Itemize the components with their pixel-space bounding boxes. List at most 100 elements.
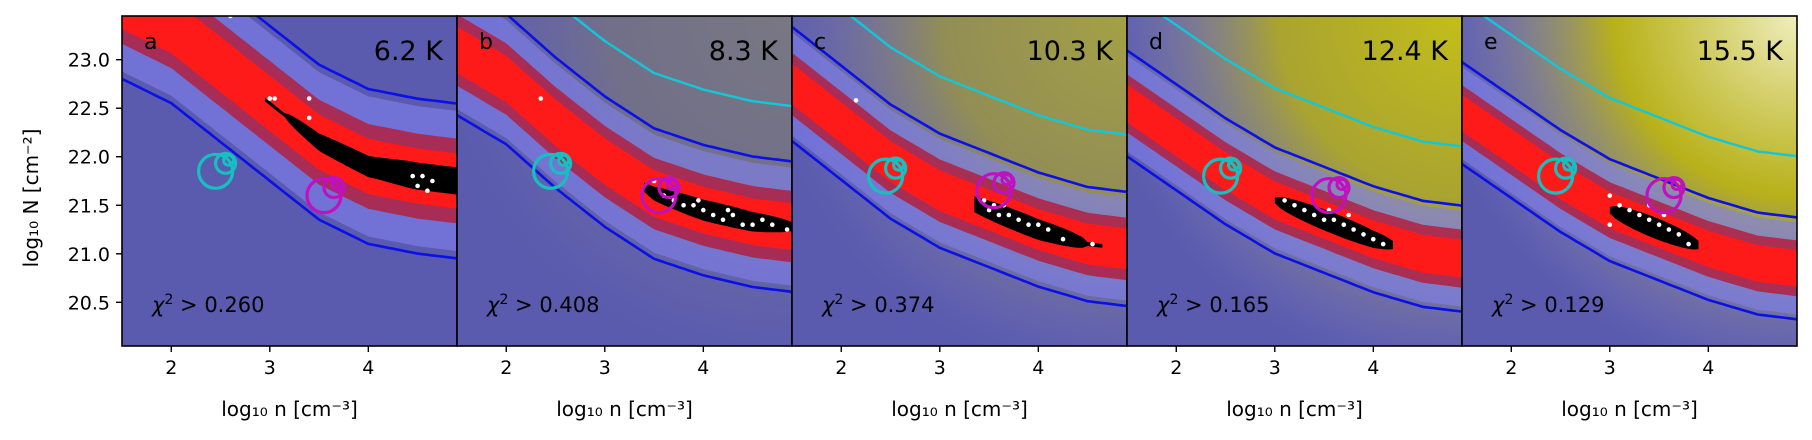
bright-red-band <box>1127 84 1462 278</box>
x-axis-label: log₁₀ n [cm⁻³] <box>221 397 358 421</box>
minimum-region <box>1609 206 1699 250</box>
sample-point <box>730 212 736 218</box>
sample-point <box>272 96 278 101</box>
y-tick-label: 21.0 <box>68 244 110 266</box>
sample-point <box>1090 241 1095 247</box>
magenta-marker <box>1670 178 1684 192</box>
magenta-marker <box>1335 178 1349 192</box>
cyan-marker <box>1554 156 1578 180</box>
magenta-marker <box>657 175 681 200</box>
sample-point <box>853 98 859 103</box>
cyan-marker <box>1227 158 1241 172</box>
magenta-marker <box>1000 173 1014 187</box>
x-tick-label: 3 <box>599 357 611 379</box>
y-axis-label: log₁₀ N [cm⁻²] <box>19 129 43 268</box>
sample-point <box>1026 222 1031 227</box>
temperature-label: 15.5 K <box>1697 36 1785 67</box>
x-tick-label: 3 <box>1604 357 1616 379</box>
sample-point <box>750 222 755 227</box>
y-tick-label: 21.5 <box>68 195 110 217</box>
x-tick-label: 4 <box>1702 357 1714 379</box>
sample-point <box>710 212 716 218</box>
temperature-label: 8.3 K <box>709 36 780 67</box>
sample-point <box>306 96 312 101</box>
y-tick-label: 23.0 <box>68 50 110 72</box>
x-tick-label: 4 <box>1367 357 1379 379</box>
temperature-label: 6.2 K <box>374 36 445 67</box>
chi2-value: 0.165 <box>1209 293 1269 317</box>
sample-point <box>306 115 312 121</box>
cyan-contour <box>848 16 1127 136</box>
cyan-marker <box>892 158 906 172</box>
cyan-marker <box>884 156 908 180</box>
sample-point <box>1346 212 1351 218</box>
sample-point <box>1036 222 1041 227</box>
chi2-label: χ2 > 0.129 <box>1491 292 1604 317</box>
magenta-marker <box>1327 175 1351 200</box>
x-axis-label: log₁₀ n [cm⁻³] <box>1561 397 1698 421</box>
sample-point <box>1341 222 1347 227</box>
lower-contour <box>1127 155 1462 313</box>
sample-point <box>1617 203 1622 208</box>
cyan-marker <box>557 153 571 167</box>
lower-contour <box>122 77 457 260</box>
panel-frame <box>1461 15 1798 347</box>
x-axis-label: log₁₀ n [cm⁻³] <box>556 397 693 421</box>
lower-contour <box>792 139 1127 308</box>
cyan-marker <box>549 151 573 175</box>
sample-point <box>267 96 273 101</box>
magenta-marker <box>665 178 679 192</box>
x-tick-label: 4 <box>362 357 374 379</box>
sample-point <box>410 173 416 179</box>
sample-point <box>720 217 726 223</box>
x-tick-label: 2 <box>1505 357 1517 379</box>
sample-point <box>1016 217 1021 223</box>
cyan-contour <box>1160 16 1462 148</box>
panel-letter: b <box>479 30 493 55</box>
cyan-marker <box>222 153 236 167</box>
lower-contour <box>1462 162 1797 321</box>
sample-point <box>760 217 765 223</box>
sample-point <box>696 198 701 203</box>
y-tick-label: 22.5 <box>68 98 110 120</box>
magenta-marker <box>1662 175 1686 200</box>
x-tick-label: 3 <box>934 357 946 379</box>
sample-point <box>701 207 706 213</box>
chi2-value: 0.129 <box>1544 293 1604 317</box>
sample-point <box>1060 236 1066 242</box>
cyan-contour <box>571 16 792 108</box>
sample-point <box>1311 212 1317 218</box>
sample-point <box>691 203 696 208</box>
panel-letter: a <box>144 30 157 55</box>
upper-contour <box>506 16 792 163</box>
sample-point <box>1371 236 1376 242</box>
sample-point <box>1321 217 1327 223</box>
chi2-label: χ2 > 0.374 <box>821 292 934 317</box>
cyan-marker <box>1562 158 1576 172</box>
sample-point <box>1656 222 1662 227</box>
temperature-label: 10.3 K <box>1027 36 1115 67</box>
chi2-value: 0.260 <box>204 293 264 317</box>
upper-contour <box>792 25 1127 194</box>
x-tick-label: 2 <box>500 357 512 379</box>
x-tick-label: 2 <box>165 357 177 379</box>
sample-point <box>1045 227 1051 232</box>
sample-point <box>784 227 790 232</box>
sample-point <box>1380 241 1386 247</box>
sample-point <box>1676 232 1682 237</box>
sample-point <box>1686 241 1691 247</box>
sample-point <box>740 222 745 227</box>
sample-point <box>1607 193 1613 198</box>
y-tick-label: 20.5 <box>68 292 110 314</box>
minimum-region <box>299 121 457 195</box>
chi2-label: χ2 > 0.165 <box>1156 292 1269 317</box>
upper-contour <box>255 16 457 105</box>
sample-point <box>1627 207 1632 213</box>
sample-point <box>1006 212 1012 218</box>
sample-point <box>1607 222 1613 227</box>
sample-point <box>986 207 992 213</box>
